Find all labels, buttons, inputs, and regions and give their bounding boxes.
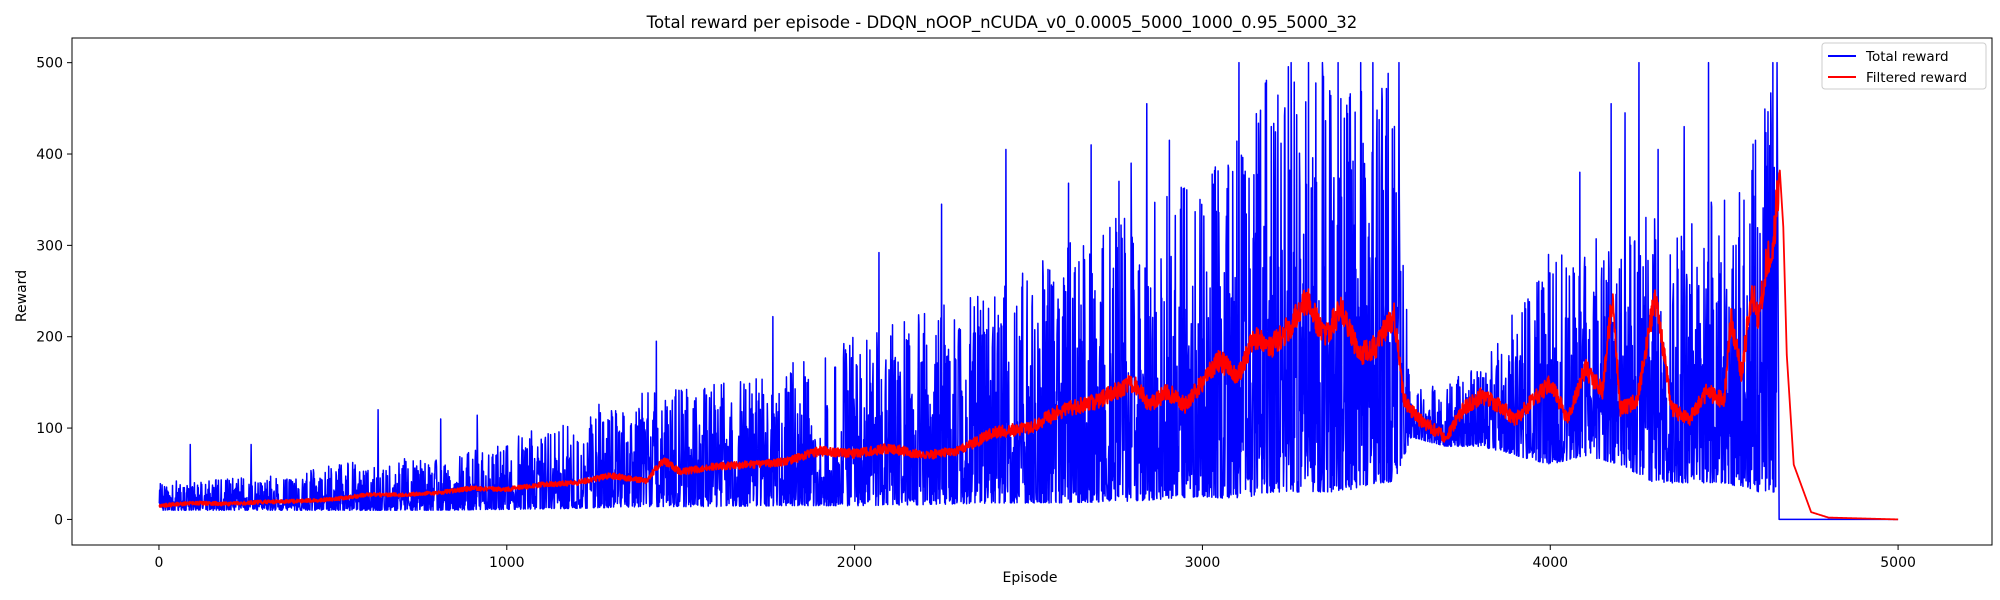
chart-title: Total reward per episode - DDQN_nOOP_nCU…: [646, 13, 1358, 33]
y-tick-label: 300: [36, 238, 63, 254]
x-tick-label: 4000: [1532, 555, 1568, 571]
y-tick-label: 400: [36, 147, 63, 163]
x-tick-label: 3000: [1185, 555, 1221, 571]
legend: Total reward Filtered reward: [1821, 42, 1987, 90]
y-tick-label: 200: [36, 330, 63, 346]
plot-frame: [71, 37, 1993, 546]
plot-area: [71, 37, 1993, 546]
y-tick-label: 500: [36, 56, 63, 72]
x-axis: 0 1000 2000 3000 4000 5000: [154, 545, 1916, 571]
legend-frame: [1821, 42, 1987, 90]
x-tick-label: 0: [154, 555, 163, 571]
y-tick-label: 100: [36, 421, 63, 437]
legend-label-filtered-reward: Filtered reward: [1866, 70, 1967, 86]
series-filtered-reward: [158, 169, 1899, 521]
y-axis: 0 100 200 300 400 500: [36, 56, 72, 528]
series-total-reward: [158, 61, 1899, 521]
x-tick-label: 2000: [837, 555, 873, 571]
legend-label-total-reward: Total reward: [1865, 49, 1949, 65]
x-axis-label: Episode: [1003, 570, 1058, 586]
series-layer: [158, 61, 1899, 521]
y-tick-label: 0: [54, 512, 63, 528]
x-tick-label: 5000: [1880, 555, 1916, 571]
x-tick-label: 1000: [489, 555, 525, 571]
y-axis-label: Reward: [14, 270, 30, 322]
